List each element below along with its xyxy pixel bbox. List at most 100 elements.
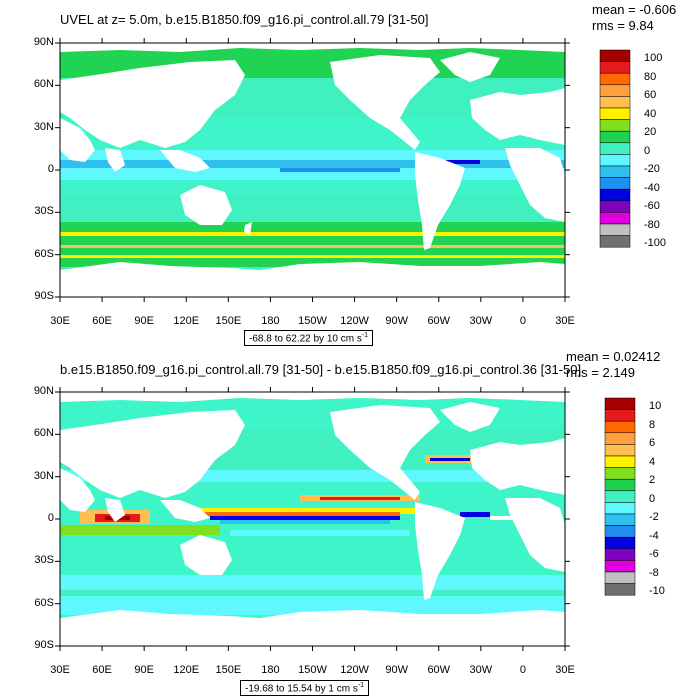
lon-label: 90W [385, 315, 408, 327]
colorbar-label: -60 [644, 200, 660, 213]
map-panel-2 [60, 392, 565, 646]
lat-label: 90N [33, 385, 54, 397]
lon-label: 120W [340, 664, 369, 676]
colorbar-swatch [599, 49, 631, 62]
colorbar-swatch [604, 432, 636, 445]
lon-label: 180 [261, 315, 280, 327]
land-masses [60, 392, 565, 646]
colorbar-swatch [604, 571, 636, 584]
lat-label: 30N [33, 469, 54, 482]
lat-label: 60N [33, 78, 54, 91]
lon-label: 0 [519, 664, 526, 676]
lon-label: 90E [134, 315, 154, 327]
panel-2-range: -19.68 to 15.54 by 1 cm s [245, 683, 358, 695]
colorbar-label: -80 [644, 219, 660, 232]
lat-label: 0 [47, 512, 54, 524]
lon-label: 60E [92, 315, 112, 327]
lon-label: 0 [519, 315, 526, 327]
colorbar-swatch [599, 96, 631, 109]
colorbar-swatch [604, 490, 636, 503]
colorbar-swatch [599, 119, 631, 132]
lon-label: 60E [92, 664, 112, 676]
lon-label: 30E [555, 315, 575, 327]
colorbar-swatch [599, 107, 631, 120]
lon-label: 150E [215, 664, 242, 676]
colorbar-swatch [604, 455, 636, 468]
panel-1-range-exp: -1 [361, 332, 369, 339]
colorbar-label: -4 [649, 529, 659, 542]
colorbar-swatch [604, 560, 636, 573]
lat-label: 60S [34, 247, 54, 260]
lat-label: 30S [34, 205, 54, 218]
panel-1-mean: mean = -0.606 [592, 2, 677, 17]
colorbar-label: 20 [644, 126, 657, 139]
colorbar-swatch [604, 397, 636, 410]
colorbar-label: -10 [649, 585, 665, 598]
colorbar-label: 60 [644, 89, 657, 102]
colorbar-label: -8 [649, 567, 659, 580]
panel-1-range-box: -68.8 to 62.22 by 10 cm s-1 [244, 330, 374, 347]
colorbar-swatch [599, 61, 631, 74]
colorbar-label: -6 [649, 548, 659, 561]
lon-label: 60W [427, 664, 451, 676]
colorbar-label: 8 [649, 418, 656, 431]
lon-label: 30E [555, 664, 575, 676]
colorbar-swatch [599, 177, 631, 190]
lon-label: 90E [134, 664, 154, 676]
lat-label: 0 [47, 163, 54, 175]
colorbar-swatch [604, 502, 636, 515]
lon-label: 120E [173, 315, 200, 327]
lon-label: 150W [298, 664, 327, 676]
colorbar-label: -100 [644, 237, 667, 250]
panel-1-range: -68.8 to 62.22 by 10 cm s [249, 333, 362, 345]
lon-label: 120W [340, 315, 369, 327]
land-masses [60, 43, 565, 297]
colorbar-label: -20 [644, 163, 660, 176]
colorbar-label: 0 [649, 492, 656, 505]
panel-1-rms: rms = 9.84 [592, 18, 654, 33]
panel-2-mean: mean = 0.02412 [566, 349, 661, 364]
colorbar-label: 80 [644, 70, 657, 83]
colorbar-swatch [604, 536, 636, 550]
colorbar-swatch [604, 583, 636, 596]
lon-label: 30W [469, 664, 493, 676]
colorbar-label: 40 [644, 107, 657, 120]
colorbar-swatch [604, 444, 636, 457]
axis-ticks-1 [55, 38, 570, 302]
colorbar-label: 10 [649, 400, 662, 412]
colorbar-swatch [599, 72, 631, 86]
colorbar-swatch [604, 478, 636, 492]
colorbar-swatch [599, 154, 631, 167]
axis-ticks-2 [55, 387, 570, 651]
panel-2-title: b.e15.B1850.f09_g16.pi_control.all.79 [3… [60, 362, 582, 377]
colorbar-swatch [599, 188, 631, 202]
colorbar-label: 2 [649, 474, 656, 487]
colorbar-swatch [604, 467, 636, 480]
lat-label: 60N [33, 427, 54, 440]
colorbar-2 [604, 397, 636, 596]
colorbar-swatch [604, 525, 636, 538]
colorbar-swatch [604, 420, 636, 434]
lon-label: 90W [385, 664, 408, 676]
colorbar-label: 6 [649, 437, 656, 450]
lat-label: 60S [34, 596, 54, 609]
colorbar-swatch [604, 409, 636, 422]
panel-2-rms: rms = 2.149 [566, 365, 636, 380]
lat-label: 90S [34, 290, 54, 302]
lat-label: 30S [34, 554, 54, 567]
colorbar-swatch [599, 84, 631, 97]
colorbar-label: 4 [649, 455, 656, 468]
colorbar-swatch [599, 212, 631, 225]
lon-label: 180 [261, 664, 280, 676]
colorbar-swatch [599, 223, 631, 236]
colorbar-label: 0 [644, 144, 651, 157]
lon-label: 150W [298, 315, 327, 327]
colorbar-label: -40 [644, 181, 660, 194]
panel-2-range-box: -19.68 to 15.54 by 1 cm s-1 [240, 680, 370, 697]
lon-label: 150E [215, 315, 242, 327]
colorbar-label: -2 [649, 511, 659, 524]
panel-2-range-exp: -1 [357, 682, 365, 689]
lon-label: 60W [427, 315, 451, 327]
lat-label: 30N [33, 120, 54, 133]
